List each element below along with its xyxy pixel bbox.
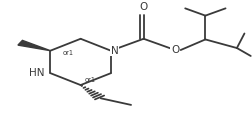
Polygon shape [18, 40, 50, 51]
Text: O: O [140, 2, 148, 12]
Text: or1: or1 [63, 50, 74, 56]
Text: O: O [171, 45, 179, 55]
Text: N: N [111, 46, 118, 56]
Text: or1: or1 [84, 77, 96, 83]
Text: HN: HN [29, 68, 44, 78]
